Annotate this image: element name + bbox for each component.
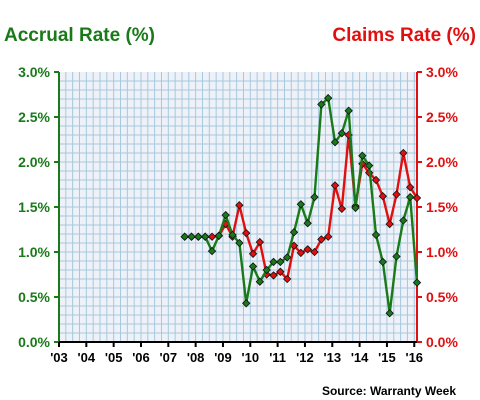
claims-data-point — [330, 181, 340, 190]
accrual-data-point — [310, 192, 319, 202]
accrual-data-point — [344, 106, 353, 115]
claims-data-point — [255, 237, 265, 247]
x-axis-tick-label: '03 — [50, 350, 68, 365]
accrual-data-point — [194, 232, 203, 241]
x-axis-tick-label: '04 — [78, 350, 96, 365]
accrual-data-point — [207, 246, 217, 256]
x-axis-tick-label: '16 — [405, 350, 423, 365]
claims-data-point — [296, 248, 306, 258]
right-axis-tick-label: 1.0% — [426, 244, 458, 260]
accrual-data-point — [296, 200, 306, 209]
accrual-data-point — [201, 232, 210, 241]
accrual-data-point — [385, 309, 394, 318]
claims-data-point — [412, 193, 422, 203]
claims-data-point — [207, 232, 217, 241]
accrual-data-point — [324, 93, 333, 103]
claims-data-point — [235, 201, 244, 210]
x-axis-tick-label: '07 — [160, 350, 178, 365]
x-axis-tick-label: '08 — [187, 350, 205, 365]
accrual-data-point — [358, 151, 367, 160]
left-axis-tick-label: 1.0% — [18, 244, 50, 260]
accrual-data-point — [255, 277, 265, 286]
accrual-data-point — [180, 232, 189, 241]
accrual-data-point — [276, 257, 285, 267]
accrual-data-point — [242, 299, 251, 308]
accrual-data-point — [351, 203, 360, 213]
right-axis-tick-label: 2.0% — [426, 154, 458, 170]
x-axis-tick-label: '13 — [324, 350, 342, 365]
accrual-data-point — [371, 230, 381, 240]
x-axis-tick-label: '12 — [296, 350, 314, 365]
claims-data-point — [283, 274, 292, 284]
accrual-data-point — [412, 278, 422, 287]
accrual-rate-axis-title: Accrual Rate (%) — [4, 25, 155, 46]
left-axis-tick-label: 0.0% — [18, 334, 50, 350]
accrual-data-point — [214, 231, 224, 240]
accrual-data-point — [235, 238, 244, 248]
x-axis-tick-label: '15 — [378, 350, 396, 365]
accrual-data-point — [399, 216, 408, 225]
right-axis-tick-label: 3.0% — [426, 64, 458, 80]
x-axis-tick-label: '06 — [132, 350, 150, 365]
accrual-data-point — [248, 262, 258, 271]
claims-data-point — [242, 228, 251, 238]
right-axis-tick-label: 1.5% — [426, 199, 458, 215]
claims-rate-axis-title: Claims Rate (%) — [332, 25, 476, 46]
claims-data-point — [371, 175, 381, 185]
accrual-data-point — [378, 257, 388, 267]
accrual-data-point — [392, 252, 401, 261]
x-axis-tick-label: '10 — [242, 350, 260, 365]
claims-data-point — [269, 271, 278, 280]
accrual-data-point — [317, 100, 326, 109]
claims-data-point — [303, 245, 312, 254]
right-axis-tick-label: 2.5% — [426, 109, 458, 125]
accrual-data-point — [283, 253, 292, 262]
claims-data-point — [248, 249, 258, 258]
accrual-data-point — [406, 192, 415, 202]
accrual-data-point — [365, 161, 374, 170]
accrual-data-point — [289, 228, 299, 237]
right-axis-tick-label: 0.5% — [426, 289, 458, 305]
claims-data-point — [392, 190, 401, 199]
claims-data-point — [317, 235, 326, 244]
left-axis-tick-label: 3.0% — [18, 64, 50, 80]
accrual-data-point — [303, 219, 312, 228]
claims-data-point — [310, 247, 319, 257]
accrual-data-point — [269, 257, 278, 267]
accrual-data-point — [330, 138, 340, 147]
x-axis-tick-label: '05 — [105, 350, 123, 365]
claims-data-point — [337, 204, 347, 213]
left-axis-tick-label: 2.0% — [18, 154, 50, 170]
source-label: Source: Warranty Week — [321, 384, 456, 398]
claims-data-point — [378, 192, 388, 201]
right-axis-tick-label: 0.0% — [426, 334, 458, 350]
claims-data-point — [324, 232, 333, 241]
claims-data-point — [385, 219, 394, 229]
claims-data-point — [399, 148, 408, 158]
left-axis-tick-label: 2.5% — [18, 109, 50, 125]
x-axis-tick-label: '14 — [351, 350, 369, 365]
x-axis-tick-label: '11 — [269, 350, 286, 365]
left-axis-tick-label: 1.5% — [18, 199, 50, 215]
accrual-data-point — [337, 129, 347, 138]
accrual-data-point — [228, 230, 237, 240]
accrual-data-point — [187, 232, 196, 241]
accrual-data-point — [221, 210, 230, 220]
claims-data-point — [406, 183, 415, 192]
accrual-data-point — [262, 265, 271, 275]
left-axis-tick-label: 0.5% — [18, 289, 50, 305]
x-axis-tick-label: '09 — [214, 350, 232, 365]
claims-data-point — [276, 267, 285, 276]
